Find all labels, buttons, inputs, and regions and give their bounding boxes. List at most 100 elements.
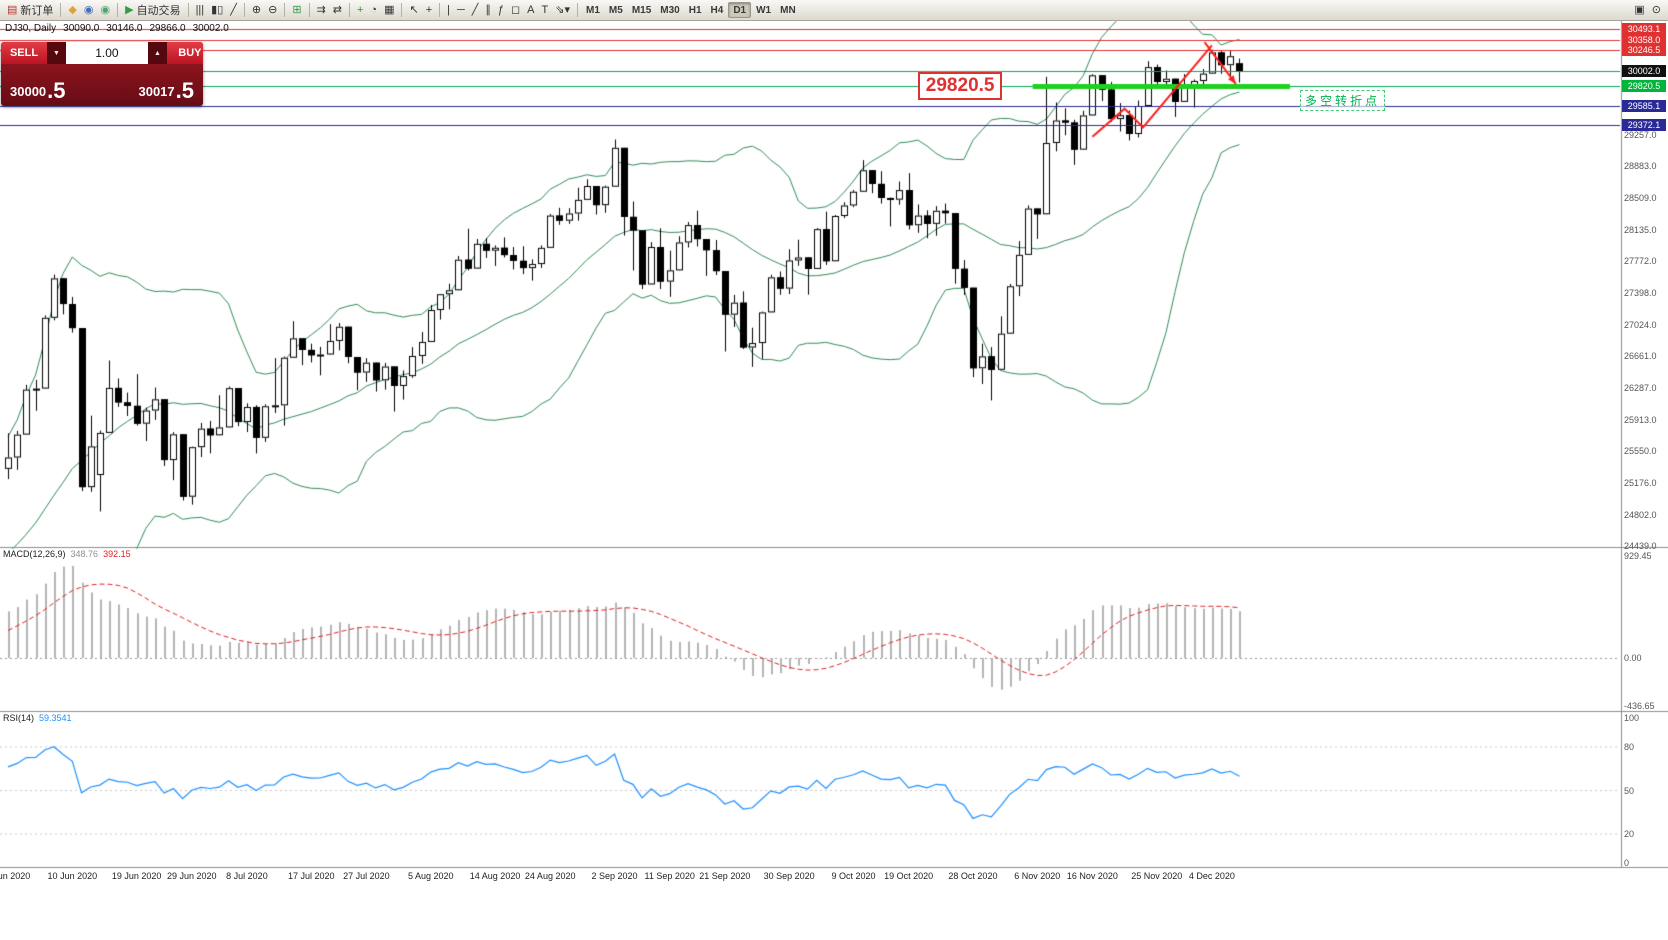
bar-chart-icon-glyph: |||	[195, 4, 205, 16]
macd-name: MACD(12,26,9)	[3, 549, 66, 559]
label-icon-glyph: T	[541, 4, 549, 16]
fibonacci-icon[interactable]: ƒ	[495, 2, 507, 18]
mql5-gold-icon-glyph: ◆	[68, 4, 77, 16]
one-click-trade-panel: SELL ▼ ▲ BUY 30000 .5 30017 .5	[1, 42, 203, 106]
text-icon[interactable]: A	[524, 2, 537, 18]
sell-button[interactable]: SELL	[1, 42, 47, 64]
arrows-dropdown-glyph: ⇘▾	[555, 4, 570, 16]
new-order-button-glyph: ▤	[7, 4, 18, 16]
volume-stepper-up[interactable]: ▲	[147, 42, 167, 64]
zoom-out-icon-glyph: ⊖	[268, 4, 278, 16]
tile-windows-icon[interactable]: ⊞	[289, 2, 304, 18]
toolbar: ▤ 新订单 ◆ ◉ ◉ ▶ 自动交易 ||| ▮▯ ╱ ⊕ ⊖ ⊞ ⇉ ⇄ + ◔ ▦ ↖ + | ─ ╱ ∥ ƒ ◻ A T ⇘▾ M1…	[0, 0, 1668, 21]
auto-scroll-icon-glyph: ⇉	[316, 4, 326, 16]
candlestick-chart-icon[interactable]: ▮▯	[208, 2, 226, 18]
timeframe-m5[interactable]: M5	[605, 2, 627, 18]
timeframe-h4[interactable]: H4	[707, 2, 728, 18]
signals-icon-glyph: ◉	[100, 4, 111, 16]
turning-point-label[interactable]: 多空转折点	[1300, 90, 1386, 111]
new-order-button[interactable]: ▤ 新订单	[4, 2, 56, 18]
timeframe-m30[interactable]: M30	[656, 2, 683, 18]
timeframe-m1-label: M1	[586, 4, 600, 16]
timeframe-m30-label: M30	[660, 4, 680, 16]
channel-icon-glyph: ∥	[485, 4, 491, 16]
buy-price-main: 30017	[138, 84, 175, 99]
volume-stepper-down[interactable]: ▼	[47, 42, 66, 64]
zoom-out-icon[interactable]: ⊖	[265, 2, 280, 18]
search-icon[interactable]: ⊙	[1649, 2, 1664, 18]
timeframe-m15[interactable]: M15	[628, 2, 655, 18]
auto-scroll-icon[interactable]: ⇉	[314, 2, 329, 18]
timeframe-h4-label: H4	[710, 4, 724, 16]
market-globe-icon[interactable]: ◉	[81, 2, 97, 18]
macd-main-value: 348.76	[70, 549, 99, 559]
chart-symbol-period: DJ30, Daily	[5, 23, 57, 34]
new-window-icon-glyph: ▣	[1634, 4, 1645, 16]
indicators-button-glyph: +	[356, 4, 364, 16]
sell-price: 30000 .5	[10, 80, 66, 102]
autotrading-button-glyph: ▶	[125, 4, 134, 16]
new-window-icon[interactable]: ▣	[1631, 2, 1647, 18]
timeframe-h1[interactable]: H1	[685, 2, 706, 18]
zoom-in-icon-glyph: ⊕	[251, 4, 262, 16]
trendline-icon-glyph: ╱	[471, 4, 479, 16]
indicators-button[interactable]: +	[354, 2, 366, 18]
toolbar-separator	[401, 3, 403, 17]
mql5-gold-icon[interactable]: ◆	[65, 2, 79, 18]
periods-icon[interactable]: ◔	[367, 2, 380, 18]
toolbar-separator	[308, 3, 310, 17]
market-globe-icon-glyph: ◉	[83, 4, 94, 16]
search-icon-glyph: ⊙	[1651, 4, 1661, 16]
toolbar-separator	[348, 3, 350, 17]
zoom-in-icon[interactable]: ⊕	[249, 2, 264, 18]
toolbar-separator	[187, 3, 189, 17]
label-icon[interactable]: T	[539, 2, 552, 18]
timeframe-d1-label: D1	[733, 4, 747, 16]
horizontal-line-icon[interactable]: ─	[454, 2, 468, 18]
rsi-value: 59.3541	[39, 713, 72, 723]
sell-price-main: 30000	[10, 84, 47, 99]
signals-icon[interactable]: ◉	[97, 2, 113, 18]
chart-shift-icon[interactable]: ⇄	[330, 2, 345, 18]
rsi-name: RSI(14)	[3, 713, 35, 723]
trade-panel-prices: 30000 .5 30017 .5	[1, 64, 203, 106]
macd-indicator-label: MACD(12,26,9) 348.76 392.15	[3, 549, 131, 559]
timeframe-w1[interactable]: W1	[752, 2, 775, 18]
tile-windows-icon-glyph: ⊞	[292, 4, 302, 16]
channel-icon[interactable]: ∥	[482, 2, 494, 18]
toolbar-separator	[284, 3, 286, 17]
timeframe-m1[interactable]: M1	[582, 2, 604, 18]
candlestick-chart-icon-glyph: ▮▯	[211, 4, 224, 16]
shapes-icon-glyph: ◻	[511, 4, 521, 16]
vertical-line-icon[interactable]: |	[444, 2, 453, 18]
ohlc-open: 30090.0	[63, 23, 100, 34]
toolbar-separator	[117, 3, 119, 17]
templates-icon-glyph: ▦	[384, 4, 395, 16]
sell-price-frac: .5	[47, 78, 66, 103]
toolbar-separator	[243, 3, 245, 17]
cursor-icon[interactable]: ↖	[406, 2, 421, 18]
templates-icon[interactable]: ▦	[381, 2, 397, 18]
buy-button[interactable]: BUY	[166, 42, 203, 64]
crosshair-icon[interactable]: +	[423, 2, 435, 18]
line-chart-icon[interactable]: ╱	[227, 2, 240, 18]
trendline-icon[interactable]: ╱	[469, 2, 482, 18]
arrows-dropdown[interactable]: ⇘▾	[552, 2, 573, 18]
periods-icon-glyph: ◔	[370, 4, 378, 16]
crosshair-icon-glyph: +	[425, 4, 433, 16]
volume-input[interactable]	[65, 42, 148, 64]
bar-chart-icon[interactable]: |||	[193, 2, 208, 18]
macd-signal-value: 392.15	[103, 549, 131, 559]
timeframe-w1-label: W1	[756, 4, 772, 16]
shapes-icon[interactable]: ◻	[508, 2, 523, 18]
price-callout-29820[interactable]: 29820.5	[917, 72, 1003, 101]
timeframe-mn[interactable]: MN	[776, 2, 800, 18]
toolbar-separator	[577, 3, 578, 17]
toolbar-separator	[439, 3, 441, 17]
timeframe-d1[interactable]: D1	[728, 2, 752, 18]
autotrading-button[interactable]: ▶ 自动交易	[122, 2, 183, 18]
horizontal-line-icon-glyph: ─	[456, 4, 465, 16]
toolbar-separator	[60, 3, 62, 17]
